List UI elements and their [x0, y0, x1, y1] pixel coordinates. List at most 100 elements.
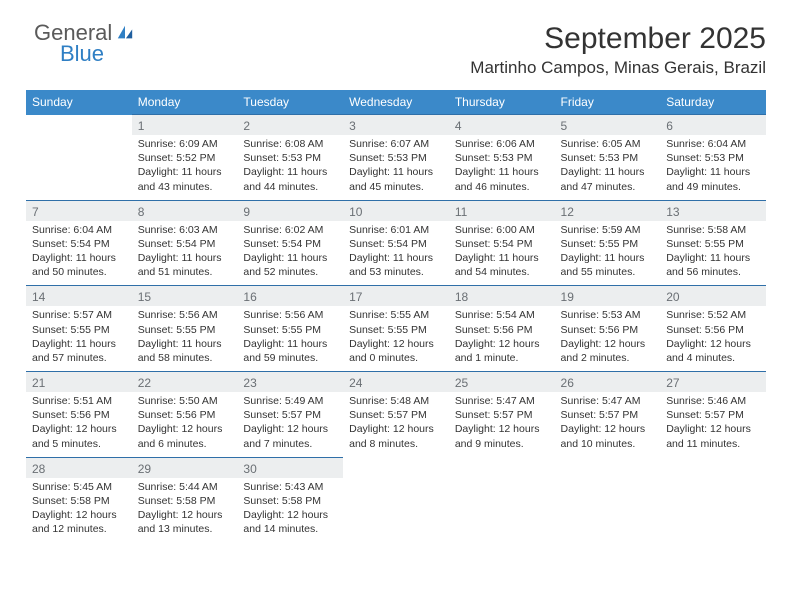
sunset-text: Sunset: 5:57 PM [666, 408, 760, 422]
daylight-text: Daylight: 12 hours and 14 minutes. [243, 508, 337, 536]
week-row: 21Sunrise: 5:51 AMSunset: 5:56 PMDayligh… [26, 372, 766, 458]
sunset-text: Sunset: 5:53 PM [349, 151, 443, 165]
logo-blue-text: Blue [60, 43, 112, 65]
day-details: Sunrise: 5:56 AMSunset: 5:55 PMDaylight:… [237, 306, 343, 371]
day-cell: 15Sunrise: 5:56 AMSunset: 5:55 PMDayligh… [132, 286, 238, 372]
sunrise-text: Sunrise: 5:51 AM [32, 394, 126, 408]
day-number: 29 [132, 458, 238, 478]
sunset-text: Sunset: 5:57 PM [561, 408, 655, 422]
sunrise-text: Sunrise: 5:53 AM [561, 308, 655, 322]
day-details: Sunrise: 6:00 AMSunset: 5:54 PMDaylight:… [449, 221, 555, 286]
day-number: 15 [132, 286, 238, 306]
day-details: Sunrise: 6:07 AMSunset: 5:53 PMDaylight:… [343, 135, 449, 200]
sunset-text: Sunset: 5:53 PM [455, 151, 549, 165]
sunrise-text: Sunrise: 5:44 AM [138, 480, 232, 494]
daylight-text: Daylight: 12 hours and 4 minutes. [666, 337, 760, 365]
daylight-text: Daylight: 12 hours and 13 minutes. [138, 508, 232, 536]
sunrise-text: Sunrise: 5:47 AM [561, 394, 655, 408]
day-header: Monday [132, 90, 238, 115]
day-details: Sunrise: 5:46 AMSunset: 5:57 PMDaylight:… [660, 392, 766, 457]
sunset-text: Sunset: 5:54 PM [243, 237, 337, 251]
brand-logo: General Blue [34, 22, 134, 65]
day-number: 1 [132, 115, 238, 135]
day-cell: 12Sunrise: 5:59 AMSunset: 5:55 PMDayligh… [555, 200, 661, 286]
sunrise-text: Sunrise: 5:46 AM [666, 394, 760, 408]
day-details: Sunrise: 5:59 AMSunset: 5:55 PMDaylight:… [555, 221, 661, 286]
day-details: Sunrise: 5:47 AMSunset: 5:57 PMDaylight:… [555, 392, 661, 457]
sunset-text: Sunset: 5:53 PM [561, 151, 655, 165]
day-number: 16 [237, 286, 343, 306]
daylight-text: Daylight: 11 hours and 54 minutes. [455, 251, 549, 279]
day-cell: 7Sunrise: 6:04 AMSunset: 5:54 PMDaylight… [26, 200, 132, 286]
day-number: 30 [237, 458, 343, 478]
day-cell: 19Sunrise: 5:53 AMSunset: 5:56 PMDayligh… [555, 286, 661, 372]
day-number: 28 [26, 458, 132, 478]
daylight-text: Daylight: 11 hours and 57 minutes. [32, 337, 126, 365]
sunset-text: Sunset: 5:55 PM [666, 237, 760, 251]
day-details: Sunrise: 5:58 AMSunset: 5:55 PMDaylight:… [660, 221, 766, 286]
sunset-text: Sunset: 5:53 PM [666, 151, 760, 165]
day-details: Sunrise: 5:48 AMSunset: 5:57 PMDaylight:… [343, 392, 449, 457]
sunrise-text: Sunrise: 6:02 AM [243, 223, 337, 237]
day-details: Sunrise: 6:06 AMSunset: 5:53 PMDaylight:… [449, 135, 555, 200]
day-cell [449, 457, 555, 542]
sunset-text: Sunset: 5:58 PM [32, 494, 126, 508]
day-number: 5 [555, 115, 661, 135]
daylight-text: Daylight: 12 hours and 1 minute. [455, 337, 549, 365]
day-cell: 13Sunrise: 5:58 AMSunset: 5:55 PMDayligh… [660, 200, 766, 286]
daylight-text: Daylight: 12 hours and 9 minutes. [455, 422, 549, 450]
daylight-text: Daylight: 11 hours and 45 minutes. [349, 165, 443, 193]
sunrise-text: Sunrise: 5:48 AM [349, 394, 443, 408]
sunrise-text: Sunrise: 5:55 AM [349, 308, 443, 322]
day-number: 20 [660, 286, 766, 306]
week-row: 1Sunrise: 6:09 AMSunset: 5:52 PMDaylight… [26, 115, 766, 201]
page-title: September 2025 [26, 22, 766, 56]
day-details: Sunrise: 6:03 AMSunset: 5:54 PMDaylight:… [132, 221, 238, 286]
daylight-text: Daylight: 11 hours and 58 minutes. [138, 337, 232, 365]
sunrise-text: Sunrise: 5:57 AM [32, 308, 126, 322]
day-details: Sunrise: 5:45 AMSunset: 5:58 PMDaylight:… [26, 478, 132, 543]
day-cell: 21Sunrise: 5:51 AMSunset: 5:56 PMDayligh… [26, 372, 132, 458]
sunrise-text: Sunrise: 6:01 AM [349, 223, 443, 237]
sunset-text: Sunset: 5:54 PM [455, 237, 549, 251]
daylight-text: Daylight: 12 hours and 12 minutes. [32, 508, 126, 536]
sunrise-text: Sunrise: 6:04 AM [32, 223, 126, 237]
day-number: 8 [132, 201, 238, 221]
calendar-body: 1Sunrise: 6:09 AMSunset: 5:52 PMDaylight… [26, 115, 766, 543]
day-cell: 17Sunrise: 5:55 AMSunset: 5:55 PMDayligh… [343, 286, 449, 372]
sunrise-text: Sunrise: 5:50 AM [138, 394, 232, 408]
day-number: 4 [449, 115, 555, 135]
day-header: Saturday [660, 90, 766, 115]
day-number: 14 [26, 286, 132, 306]
day-details: Sunrise: 5:54 AMSunset: 5:56 PMDaylight:… [449, 306, 555, 371]
day-number: 25 [449, 372, 555, 392]
day-cell: 10Sunrise: 6:01 AMSunset: 5:54 PMDayligh… [343, 200, 449, 286]
sunrise-text: Sunrise: 6:05 AM [561, 137, 655, 151]
day-cell: 2Sunrise: 6:08 AMSunset: 5:53 PMDaylight… [237, 115, 343, 201]
sunset-text: Sunset: 5:56 PM [561, 323, 655, 337]
header-right: September 2025 Martinho Campos, Minas Ge… [26, 22, 766, 78]
day-details: Sunrise: 6:09 AMSunset: 5:52 PMDaylight:… [132, 135, 238, 200]
day-number: 26 [555, 372, 661, 392]
sunset-text: Sunset: 5:54 PM [349, 237, 443, 251]
day-cell: 22Sunrise: 5:50 AMSunset: 5:56 PMDayligh… [132, 372, 238, 458]
day-cell: 27Sunrise: 5:46 AMSunset: 5:57 PMDayligh… [660, 372, 766, 458]
day-cell: 18Sunrise: 5:54 AMSunset: 5:56 PMDayligh… [449, 286, 555, 372]
daylight-text: Daylight: 12 hours and 7 minutes. [243, 422, 337, 450]
day-cell [555, 457, 661, 542]
day-number: 23 [237, 372, 343, 392]
sunrise-text: Sunrise: 5:52 AM [666, 308, 760, 322]
week-row: 14Sunrise: 5:57 AMSunset: 5:55 PMDayligh… [26, 286, 766, 372]
daylight-text: Daylight: 12 hours and 2 minutes. [561, 337, 655, 365]
daylight-text: Daylight: 11 hours and 56 minutes. [666, 251, 760, 279]
sunrise-text: Sunrise: 5:43 AM [243, 480, 337, 494]
day-number: 10 [343, 201, 449, 221]
day-number: 13 [660, 201, 766, 221]
day-details: Sunrise: 5:52 AMSunset: 5:56 PMDaylight:… [660, 306, 766, 371]
sunrise-text: Sunrise: 6:07 AM [349, 137, 443, 151]
daylight-text: Daylight: 11 hours and 55 minutes. [561, 251, 655, 279]
day-cell [660, 457, 766, 542]
day-cell: 4Sunrise: 6:06 AMSunset: 5:53 PMDaylight… [449, 115, 555, 201]
day-header: Tuesday [237, 90, 343, 115]
day-cell [343, 457, 449, 542]
